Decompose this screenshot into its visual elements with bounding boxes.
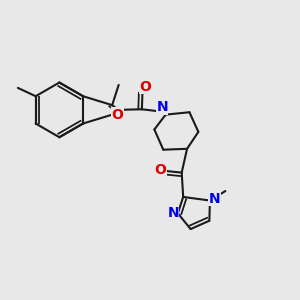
Text: O: O (140, 80, 152, 94)
Text: N: N (167, 206, 179, 220)
Text: N: N (209, 192, 220, 206)
Text: O: O (112, 108, 123, 122)
Text: N: N (156, 100, 168, 114)
Text: O: O (154, 163, 166, 177)
